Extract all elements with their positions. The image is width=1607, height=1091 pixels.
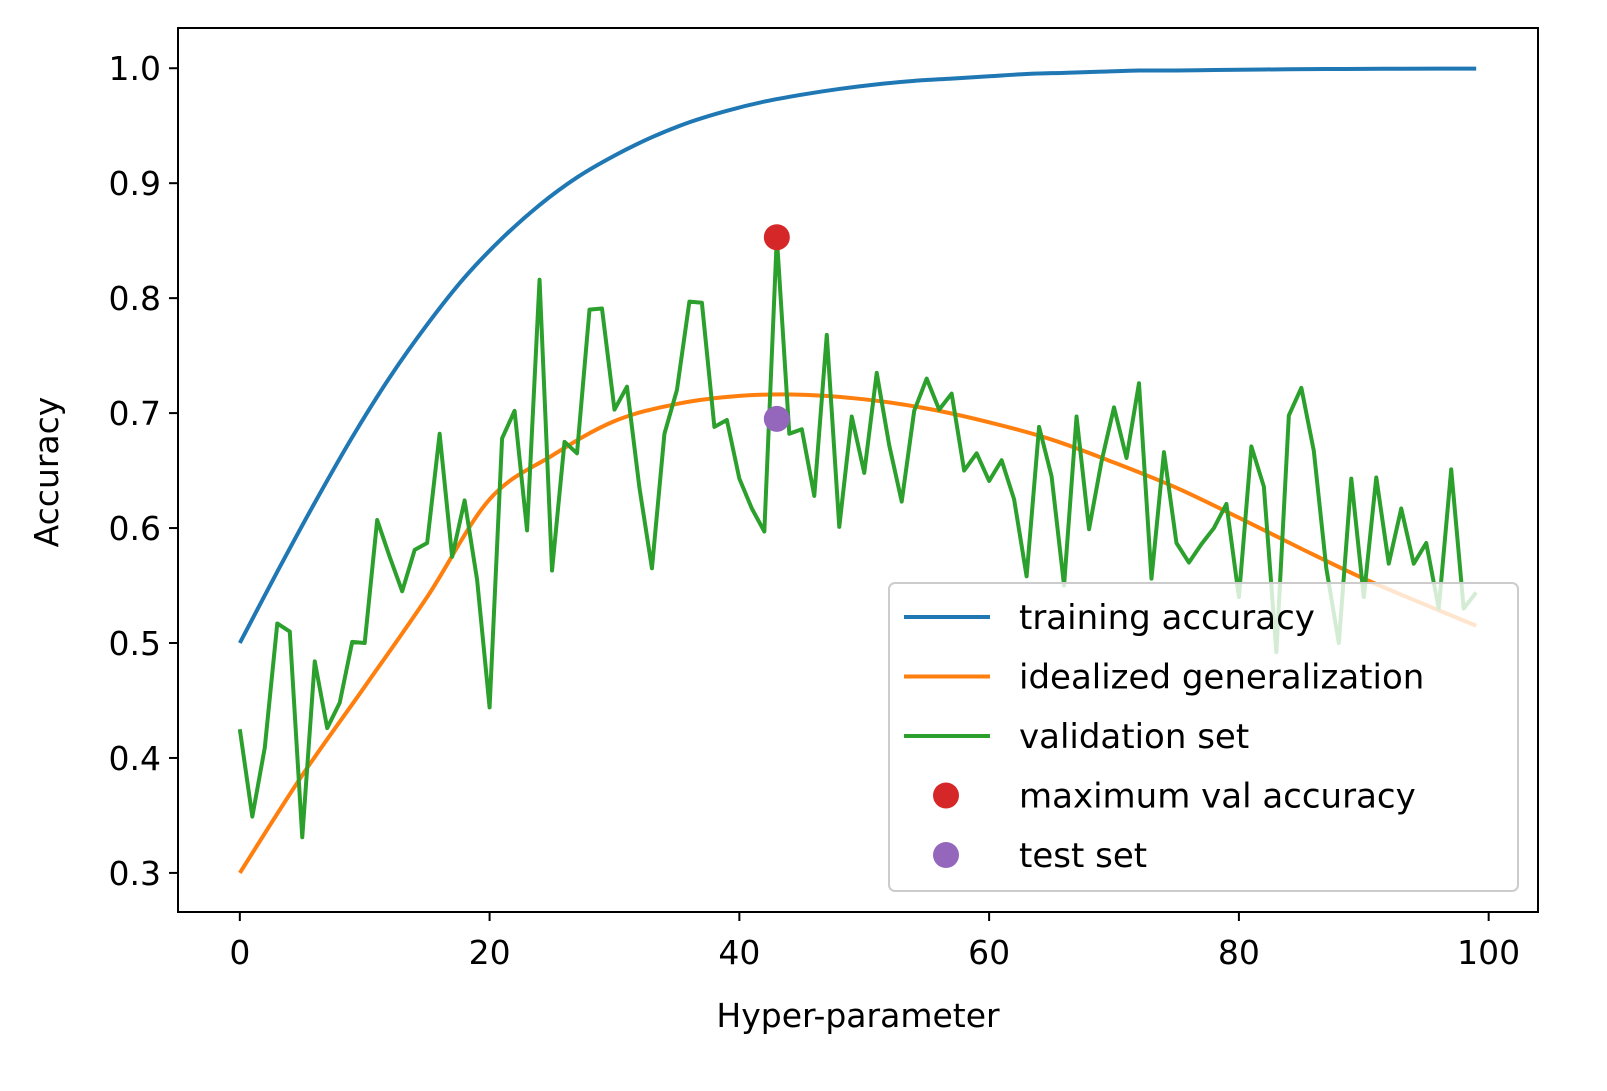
x-tick-label: 0 [229,933,250,972]
y-tick-label: 0.5 [109,624,161,663]
x-tick-label: 80 [1218,933,1260,972]
legend: training accuracy idealized generalizatio… [888,582,1519,892]
y-tick-label: 0.7 [109,394,161,433]
y-tick-label: 0.6 [109,509,161,548]
marker-test-set [763,405,790,432]
y-tick-label: 0.9 [109,164,161,203]
legend-item-validation-set: validation set [904,717,1249,757]
series-line-idealized-generalization [238,392,1477,874]
y-tick-label: 0.3 [109,854,161,893]
x-tick-label: 100 [1457,933,1520,972]
legend-label: idealized generalization [1019,658,1424,698]
plot-frame [177,27,1539,913]
y-tick-label: 1.0 [109,49,161,88]
legend-item-idealized-generalization: idealized generalization [904,658,1424,698]
legend-swatch [933,842,959,868]
legend-item-test-set: test set [933,836,1147,876]
legend-label: training accuracy [1019,598,1315,638]
legend-label: validation set [1019,717,1249,757]
legend-label: maximum val accuracy [1019,777,1416,817]
x-tick-label: 20 [469,933,511,972]
series-line-training-accuracy [238,66,1477,644]
y-tick-label: 0.4 [109,739,161,778]
legend-swatch [933,782,959,809]
y-axis-label: Accuracy [27,397,66,548]
x-axis: 0 20 40 60 80 100 [229,912,1520,972]
x-tick-label: 40 [718,933,760,972]
x-tick-label: 60 [968,933,1010,972]
x-axis-label: Hyper-parameter [716,996,1000,1035]
series-layer [237,66,1478,874]
legend-box [888,582,1519,892]
y-tick-label: 0.8 [109,279,161,318]
legend-item-training-accuracy: training accuracy [904,598,1315,638]
marker-maximum-val-accuracy [763,224,790,251]
series-line-validation-set [237,235,1478,840]
legend-label: test set [1019,836,1147,876]
legend-item-maximum-val-accuracy: maximum val accuracy [933,777,1416,817]
y-axis: 0.3 0.4 0.5 0.6 0.7 0.8 0.9 1.0 [109,49,178,893]
